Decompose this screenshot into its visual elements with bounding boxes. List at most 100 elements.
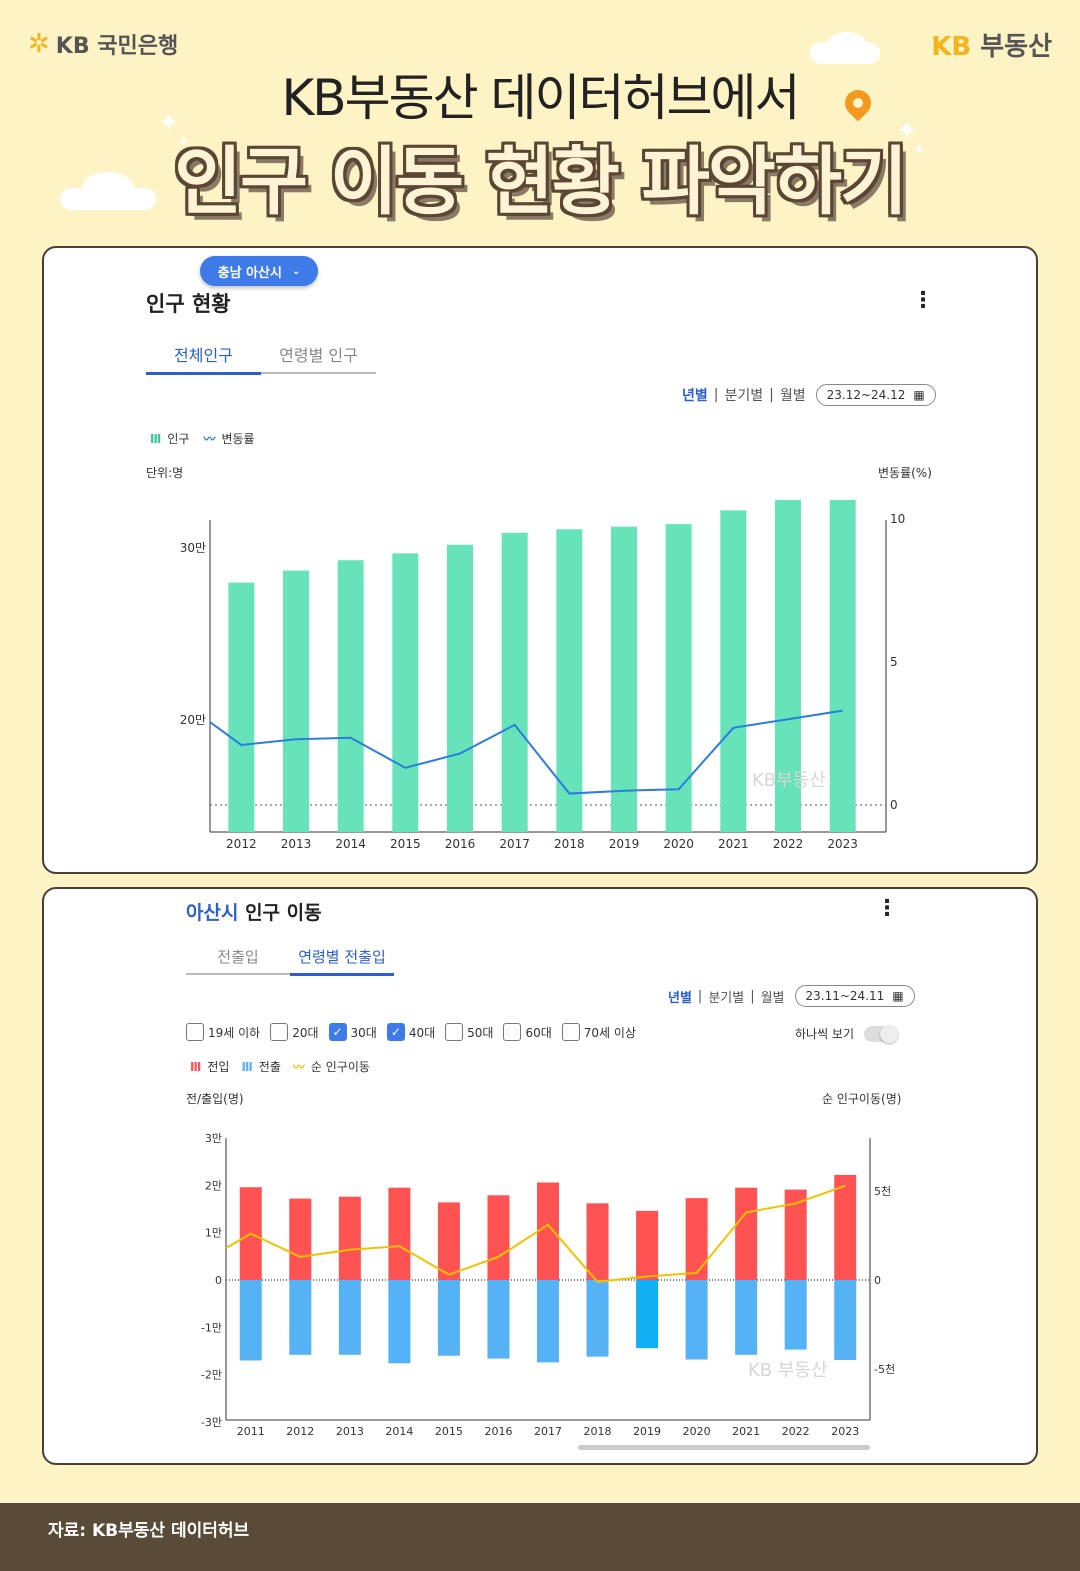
right-axis-unit: 순 인구이동(명) [822,1092,902,1106]
bar-legend-icon: Ⅲ [150,431,162,446]
period-yearly[interactable]: 년별 [668,990,692,1006]
y2-tick-label: 5 [890,655,898,669]
left-axis-unit: 단위:명 [146,466,184,480]
y2-tick-label: 10 [890,512,905,526]
checkbox-icon[interactable] [503,1023,522,1041]
population-card [42,246,1038,874]
population-bar [611,526,637,832]
more-options-icon[interactable]: ⋮ [912,288,934,313]
y-tick-label: 1만 [205,1227,222,1240]
period-divider: | [769,387,774,403]
inflow-bar [338,1196,361,1280]
y2-tick-label: 0 [874,1274,881,1287]
legend-inflow: 전입 [207,1060,230,1074]
toggle-label: 하나씩 보기 [795,1027,855,1041]
checkbox-checked-icon[interactable]: ✓ [386,1023,405,1041]
sparkle-icon-right: ✦ [896,116,918,146]
outflow-bar [487,1280,510,1359]
population-bar [720,510,747,832]
x-tick-label: 2023 [831,1425,859,1438]
y2-tick-label: 5천 [874,1184,891,1198]
population-bar [556,529,583,832]
x-tick-label: 2022 [782,1425,810,1438]
one-by-one-toggle[interactable]: 하나씩 보기 [795,1024,899,1043]
tab-total-population[interactable]: 전체인구 [146,342,261,375]
population-card-title: 인구 현황 [146,292,231,316]
migration-card-title: 아산시 인구 이동 [186,898,322,925]
migration-chart: 3만 2만 1만 0 -1만 -2만 -3만 5천 0 -5천 2011 2012 2013 2014 20… [201,1132,895,1438]
x-tick-label: 2020 [683,1425,711,1438]
inflow-bar [586,1203,609,1280]
age-filter-label: 30대 [350,1025,377,1040]
population-bar [337,560,364,832]
period-yearly[interactable]: 년별 [682,388,708,404]
period-divider: | [750,988,755,1004]
period-monthly[interactable]: 월별 [779,388,806,404]
region-select-label: 충남 아산시 [217,265,282,281]
chart-scrollbar[interactable] [578,1445,870,1450]
checkbox-icon[interactable] [270,1023,289,1041]
population-chart: 20만 30만 0 5 10 2012 2013 2014 2015 2016 2017 2018 20… [180,500,905,851]
checkbox-icon[interactable] [186,1023,204,1041]
age-filter-item[interactable]: 19세 이하 [186,1023,260,1041]
age-filter-item[interactable]: 20대 [270,1023,319,1041]
age-filter-label: 60대 [525,1025,552,1040]
kb-logo-name: 부동산 [980,32,1052,62]
outflow-bar [338,1280,361,1355]
title-line-2: 인구 이동 현황 파악하기 [173,139,908,225]
date-range-picker[interactable]: 23.12~24.12 ▦ [815,384,936,406]
period-monthly[interactable]: 월별 [760,990,785,1006]
outflow-bar [289,1280,312,1355]
outflow-bar [537,1280,559,1363]
x-tick-label: 2022 [773,837,804,851]
date-range-picker[interactable]: 23.11~24.11 ▦ [794,985,915,1007]
population-legend: Ⅲ 인구 〰 변동률 [150,430,255,447]
x-tick-label: 2015 [390,837,421,851]
tab-migration-by-age[interactable]: 연령별 전출입 [290,946,394,976]
x-tick-label: 2012 [226,837,257,851]
cloud-decoration-left-top [82,172,134,204]
outflow-bar [437,1280,460,1356]
title-line-1: KB부동산 데이터허브에서 [281,69,801,127]
inflow-bar [685,1198,708,1280]
toggle-switch[interactable] [864,1024,899,1043]
y2-tick-label: 0 [890,798,898,812]
outflow-bar [735,1280,758,1355]
checkbox-checked-icon[interactable]: ✓ [328,1023,347,1041]
sparkle-icon-right-small: ✦ [914,142,926,158]
watermark: KB부동산 [752,770,826,791]
migration-title-region: 아산시 [186,902,239,924]
age-filter-label: 19세 이하 [208,1025,261,1040]
source-text: 자료: KB부동산 데이터허브 [48,1521,250,1541]
region-select-pill[interactable]: 충남 아산시 ⌄ [200,256,318,286]
y-tick-label: -3만 [201,1416,222,1429]
period-quarterly[interactable]: 분기별 [708,990,745,1006]
age-filter-item[interactable]: 50대 [445,1023,493,1041]
age-filter-label: 70세 이상 [583,1025,636,1040]
period-quarterly[interactable]: 분기별 [724,388,764,404]
outflow-bar [636,1280,659,1349]
population-bar [283,570,309,832]
age-filter-item[interactable]: 60대 [503,1023,552,1041]
x-tick-label: 2023 [827,837,858,851]
tab-migration[interactable]: 전출입 [186,946,290,975]
population-bar [228,582,255,832]
migration-legend: Ⅲ 전입 Ⅲ 전출 〰 순 인구이동 [190,1058,370,1075]
kb-bank-logo-text: KB 국민은행 [55,34,179,59]
date-range-text: 23.11~24.11 [805,989,885,1003]
period-divider: | [697,988,703,1004]
kb-bank-logo: ✲ KB 국민은행 [28,28,178,60]
age-filter-group: 19세 이하 20대 ✓ 30대 ✓ 40대 50대 60대 70세 이상 [186,1023,636,1041]
age-filter-item[interactable]: 70세 이상 [561,1023,636,1041]
date-range-text: 23.12~24.12 [826,388,906,402]
right-axis-unit: 변동률(%) [878,466,932,480]
more-options-icon[interactable]: ⋮ [876,896,898,921]
age-filter-item[interactable]: ✓ 30대 [328,1023,377,1041]
y-tick-label: 0 [215,1274,222,1287]
age-filter-item[interactable]: ✓ 40대 [386,1023,435,1041]
checkbox-icon[interactable] [445,1023,464,1041]
y-tick-label: 3만 [205,1132,222,1145]
x-tick-label: 2013 [336,1425,364,1438]
tab-population-by-age[interactable]: 연령별 인구 [261,342,376,374]
checkbox-icon[interactable] [561,1023,580,1041]
